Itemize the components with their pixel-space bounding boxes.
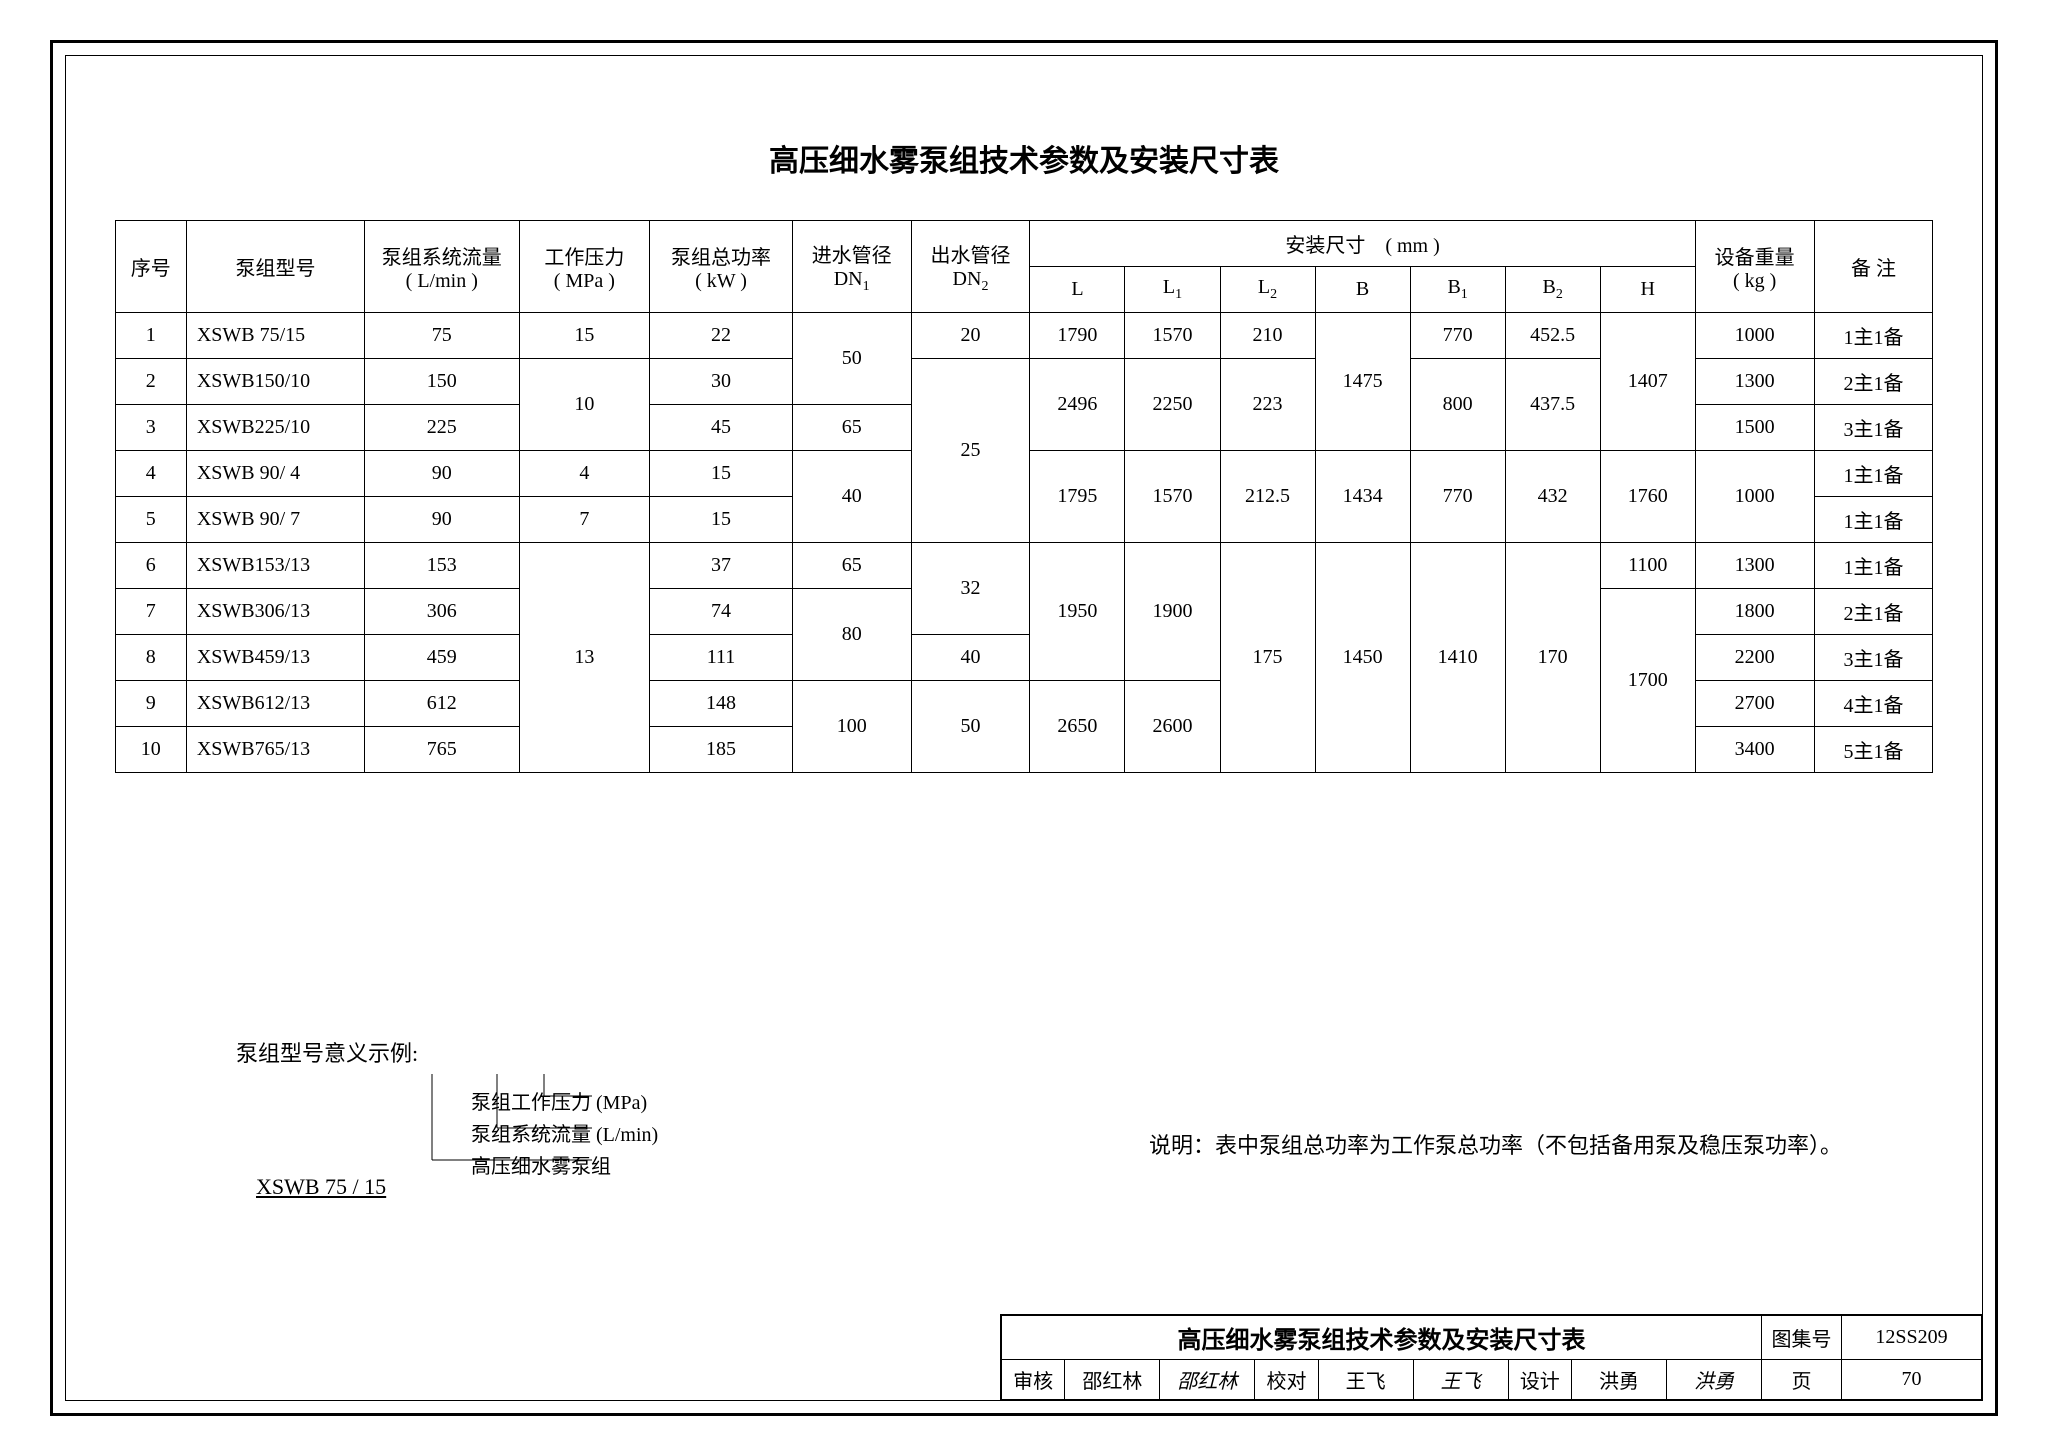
col-model: 泵组型号 <box>186 221 364 313</box>
col-index: 序号 <box>115 221 186 313</box>
col-install-group: 安装尺寸 ( mm ) <box>1030 221 1695 267</box>
col-B1: B1 <box>1410 267 1505 313</box>
outer-frame: 高压细水雾泵组技术参数及安装尺寸表 序号 泵组型号 泵组系统流量 ( L/min… <box>50 40 1998 1416</box>
col-kw: 泵组总功率 ( kW ) <box>650 221 793 313</box>
col-L1: L1 <box>1125 267 1220 313</box>
col-B2: B2 <box>1505 267 1600 313</box>
tb-page-no: 70 <box>1842 1360 1982 1400</box>
tb-check-name: 王飞 <box>1318 1360 1413 1400</box>
tb-review-sig: 邵红林 <box>1160 1360 1255 1400</box>
col-B: B <box>1315 267 1410 313</box>
tb-design-label: 设计 <box>1508 1360 1571 1400</box>
tb-design-name: 洪勇 <box>1571 1360 1666 1400</box>
legend-heading: 泵组型号意义示例: <box>236 1036 852 1068</box>
tb-review-label: 审核 <box>1002 1360 1065 1400</box>
title-block: 高压细水雾泵组技术参数及安装尺寸表 图集号 12SS209 审核 邵红林 邵红林… <box>1000 1314 1982 1400</box>
inner-frame: 高压细水雾泵组技术参数及安装尺寸表 序号 泵组型号 泵组系统流量 ( L/min… <box>65 55 1983 1401</box>
tb-check-label: 校对 <box>1255 1360 1318 1400</box>
legend-line-3: 高压细水雾泵组 <box>471 1150 611 1179</box>
page-title: 高压细水雾泵组技术参数及安装尺寸表 <box>96 136 1952 180</box>
tb-check-sig: 王飞 <box>1413 1360 1508 1400</box>
tb-doc-title: 高压细水雾泵组技术参数及安装尺寸表 <box>1002 1316 1762 1360</box>
col-L2: L2 <box>1220 267 1315 313</box>
col-flow: 泵组系统流量 ( L/min ) <box>365 221 519 313</box>
note-text: 说明：表中泵组总功率为工作泵总功率（不包括备用泵及稳压泵功率）。 <box>1149 1128 1842 1160</box>
tb-page-label: 页 <box>1762 1360 1842 1400</box>
spec-table: 序号 泵组型号 泵组系统流量 ( L/min ) 工作压力 ( MPa ) 泵组… <box>115 220 1934 773</box>
table-row: 1 XSWB 75/15 75 15 22 50 20 1790 1570 21… <box>115 313 1933 359</box>
tb-review-name: 邵红林 <box>1065 1360 1160 1400</box>
tb-atlas-no: 12SS209 <box>1842 1316 1982 1360</box>
legend-line-1: 泵组工作压力 (MPa) <box>471 1086 647 1115</box>
col-dn2: 出水管径 DN2 <box>911 221 1030 313</box>
col-dn1: 进水管径 DN1 <box>792 221 911 313</box>
col-L: L <box>1030 267 1125 313</box>
table-row: 6 XSWB153/13 153 13 37 65 32 1950 1900 1… <box>115 543 1933 589</box>
legend-code: XSWB 75 / 15 <box>256 1174 386 1200</box>
col-mpa: 工作压力 ( MPa ) <box>519 221 650 313</box>
col-note: 备 注 <box>1814 221 1933 313</box>
col-H: H <box>1600 267 1695 313</box>
tb-design-sig: 洪勇 <box>1666 1360 1761 1400</box>
legend-line-2: 泵组系统流量 (L/min) <box>471 1118 658 1147</box>
legend-block: 泵组型号意义示例: XSWB 75 / 15 泵组工作压力 (MPa) 泵组系统… <box>236 1036 852 1200</box>
tb-atlas-label: 图集号 <box>1762 1316 1842 1360</box>
col-weight: 设备重量 ( kg ) <box>1695 221 1814 313</box>
